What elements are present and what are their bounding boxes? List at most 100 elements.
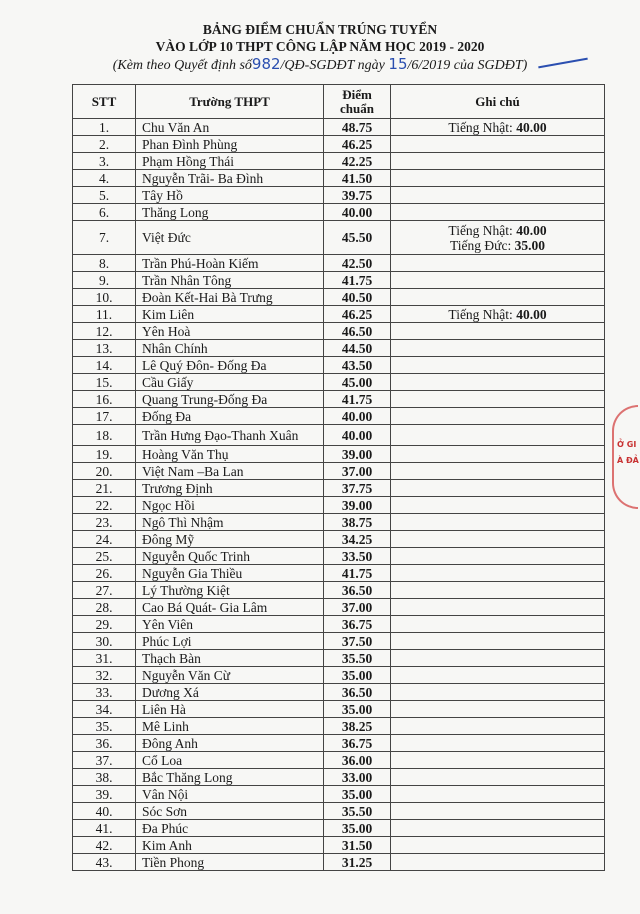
note-label: Tiếng Nhật: xyxy=(448,119,513,135)
subtitle-suffix: /6/2019 của SGDĐT) xyxy=(407,58,528,73)
row-score: 42.50 xyxy=(323,254,391,272)
row-score: 31.50 xyxy=(323,836,391,854)
row-score: 36.50 xyxy=(323,581,391,599)
row-score: 40.00 xyxy=(323,203,391,221)
row-school: Việt Nam –Ba Lan xyxy=(135,462,324,480)
row-score: 35.50 xyxy=(323,649,391,667)
table-row: 5. Tây Hồ 39.75 xyxy=(72,186,605,204)
table-row: 13. Nhân Chính 44.50 xyxy=(72,339,605,357)
row-score: 45.00 xyxy=(323,373,391,391)
row-school: Ngọc Hồi xyxy=(135,496,324,514)
table-row: 2. Phan Đình Phùng 46.25 xyxy=(72,135,605,153)
table-row: 7. Việt Đức 45.50 Tiếng Nhật: 40.00 Tiếng Đứ… xyxy=(72,220,605,255)
score-table: STT Trường THPT Điểm chuẩn Ghi chú 1. Chu… xyxy=(72,84,605,871)
row-stt: 40. xyxy=(72,802,136,820)
row-notes xyxy=(390,751,605,769)
row-stt: 26. xyxy=(72,564,136,582)
row-score: 39.00 xyxy=(323,496,391,514)
table-row: 26. Nguyễn Gia Thiều 41.75 xyxy=(72,564,605,582)
row-school: Chu Văn An xyxy=(135,118,324,136)
row-score: 33.00 xyxy=(323,768,391,786)
table-row: 39. Vân Nội 35.00 xyxy=(72,785,605,803)
row-notes xyxy=(390,186,605,204)
table-row: 36. Đông Anh 36.75 xyxy=(72,734,605,752)
column-header-notes: Ghi chú xyxy=(390,84,605,119)
row-notes xyxy=(390,802,605,820)
row-score: 41.75 xyxy=(323,564,391,582)
row-score: 44.50 xyxy=(323,339,391,357)
table-row: 35. Mê Linh 38.25 xyxy=(72,717,605,735)
row-stt: 14. xyxy=(72,356,136,374)
column-header-stt: STT xyxy=(72,84,136,119)
table-row: 40. Sóc Sơn 35.50 xyxy=(72,802,605,820)
row-notes xyxy=(390,203,605,221)
note-value: 40.00 xyxy=(516,222,547,238)
row-notes xyxy=(390,717,605,735)
row-score: 37.75 xyxy=(323,479,391,497)
row-stt: 21. xyxy=(72,479,136,497)
row-notes xyxy=(390,462,605,480)
row-stt: 36. xyxy=(72,734,136,752)
row-school: Lý Thường Kiệt xyxy=(135,581,324,599)
table-row: 11. Kim Liên 46.25 Tiếng Nhật: 40.00 xyxy=(72,305,605,323)
table-row: 22. Ngọc Hồi 39.00 xyxy=(72,496,605,514)
row-notes xyxy=(390,271,605,289)
row-stt: 6. xyxy=(72,203,136,221)
row-school: Phạm Hồng Thái xyxy=(135,152,324,170)
row-score: 41.75 xyxy=(323,271,391,289)
row-notes xyxy=(390,734,605,752)
row-notes xyxy=(390,819,605,837)
table-row: 23. Ngô Thì Nhậm 38.75 xyxy=(72,513,605,531)
row-notes xyxy=(390,853,605,871)
table-header-row: STT Trường THPT Điểm chuẩn Ghi chú xyxy=(72,84,605,119)
row-school: Thăng Long xyxy=(135,203,324,221)
table-row: 34. Liên Hà 35.00 xyxy=(72,700,605,718)
table-row: 18. Trần Hưng Đạo-Thanh Xuân 40.00 xyxy=(72,424,605,446)
note-line: Tiếng Đức: 35.00 xyxy=(397,238,598,253)
row-notes xyxy=(390,169,605,187)
row-notes: Tiếng Nhật: 40.00 Tiếng Đức: 35.00 xyxy=(390,220,605,255)
column-header-score-text: Điểm chuẩn xyxy=(340,86,374,116)
row-stt: 10. xyxy=(72,288,136,306)
handwritten-decision-day: 15 xyxy=(388,55,408,73)
row-notes xyxy=(390,479,605,497)
row-score: 46.25 xyxy=(323,305,391,323)
row-stt: 32. xyxy=(72,666,136,684)
row-notes xyxy=(390,785,605,803)
row-school: Phúc Lợi xyxy=(135,632,324,650)
row-school: Liên Hà xyxy=(135,700,324,718)
row-stt: 38. xyxy=(72,768,136,786)
table-row: 1. Chu Văn An 48.75 Tiếng Nhật: 40.00 xyxy=(72,118,605,136)
note-value: 40.00 xyxy=(516,306,547,322)
row-notes xyxy=(390,564,605,582)
row-notes: Tiếng Nhật: 40.00 xyxy=(390,118,605,136)
note-label: Tiếng Đức: xyxy=(450,237,512,253)
row-stt: 2. xyxy=(72,135,136,153)
row-school: Kim Liên xyxy=(135,305,324,323)
row-school: Cổ Loa xyxy=(135,751,324,769)
note-line: Tiếng Nhật: 40.00 xyxy=(397,307,598,322)
row-notes xyxy=(390,445,605,463)
row-stt: 12. xyxy=(72,322,136,340)
row-score: 40.50 xyxy=(323,288,391,306)
table-row: 30. Phúc Lợi 37.50 xyxy=(72,632,605,650)
table-row: 6. Thăng Long 40.00 xyxy=(72,203,605,221)
row-school: Sóc Sơn xyxy=(135,802,324,820)
row-notes xyxy=(390,649,605,667)
document-subtitle: (Kèm theo Quyết định số982/QĐ-SGDĐT ngày… xyxy=(0,57,640,75)
row-notes xyxy=(390,496,605,514)
table-row: 21. Trương Định 37.75 xyxy=(72,479,605,497)
row-stt: 22. xyxy=(72,496,136,514)
row-notes: Tiếng Nhật: 40.00 xyxy=(390,305,605,323)
note-label: Tiếng Nhật: xyxy=(448,306,513,322)
row-score: 34.25 xyxy=(323,530,391,548)
row-score: 35.00 xyxy=(323,819,391,837)
row-school: Cầu Giấy xyxy=(135,373,324,391)
row-score: 36.50 xyxy=(323,683,391,701)
table-row: 14. Lê Quý Đôn- Đống Đa 43.50 xyxy=(72,356,605,374)
row-school: Phan Đình Phùng xyxy=(135,135,324,153)
row-stt: 43. xyxy=(72,853,136,871)
row-score: 46.50 xyxy=(323,322,391,340)
row-school: Yên Hoà xyxy=(135,322,324,340)
row-score: 39.75 xyxy=(323,186,391,204)
